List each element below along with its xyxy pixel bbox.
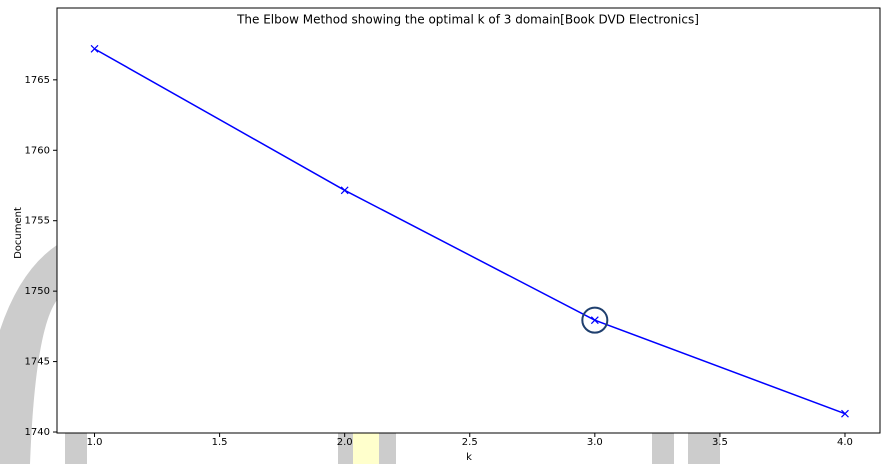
y-tick-label: 1755 xyxy=(25,216,50,227)
page: The Elbow Method showing the optimal k o… xyxy=(0,0,881,464)
y-tick-label: 1745 xyxy=(25,357,50,368)
x-tick-label: 3.0 xyxy=(587,437,603,448)
chart: The Elbow Method showing the optimal k o… xyxy=(0,0,881,464)
decor-shape xyxy=(65,433,87,464)
x-tick-label: 2.0 xyxy=(337,437,353,448)
y-tick-label: 1760 xyxy=(25,145,50,156)
x-tick-label: 4.0 xyxy=(837,437,853,448)
decor-shape xyxy=(353,433,379,464)
y-tick-label: 1750 xyxy=(25,286,50,297)
chart-title: The Elbow Method showing the optimal k o… xyxy=(236,13,699,27)
decor-shape xyxy=(652,433,674,464)
x-tick-label: 1.5 xyxy=(212,437,228,448)
x-tick-label: 3.5 xyxy=(712,437,728,448)
y-tick-label: 1740 xyxy=(25,427,50,438)
y-axis-label: Document xyxy=(13,207,24,259)
y-tick-label: 1765 xyxy=(25,75,50,86)
x-tick-label: 1.0 xyxy=(87,437,103,448)
x-axis-label: k xyxy=(466,452,472,463)
x-tick-label: 2.5 xyxy=(462,437,478,448)
plot-area xyxy=(57,8,880,433)
